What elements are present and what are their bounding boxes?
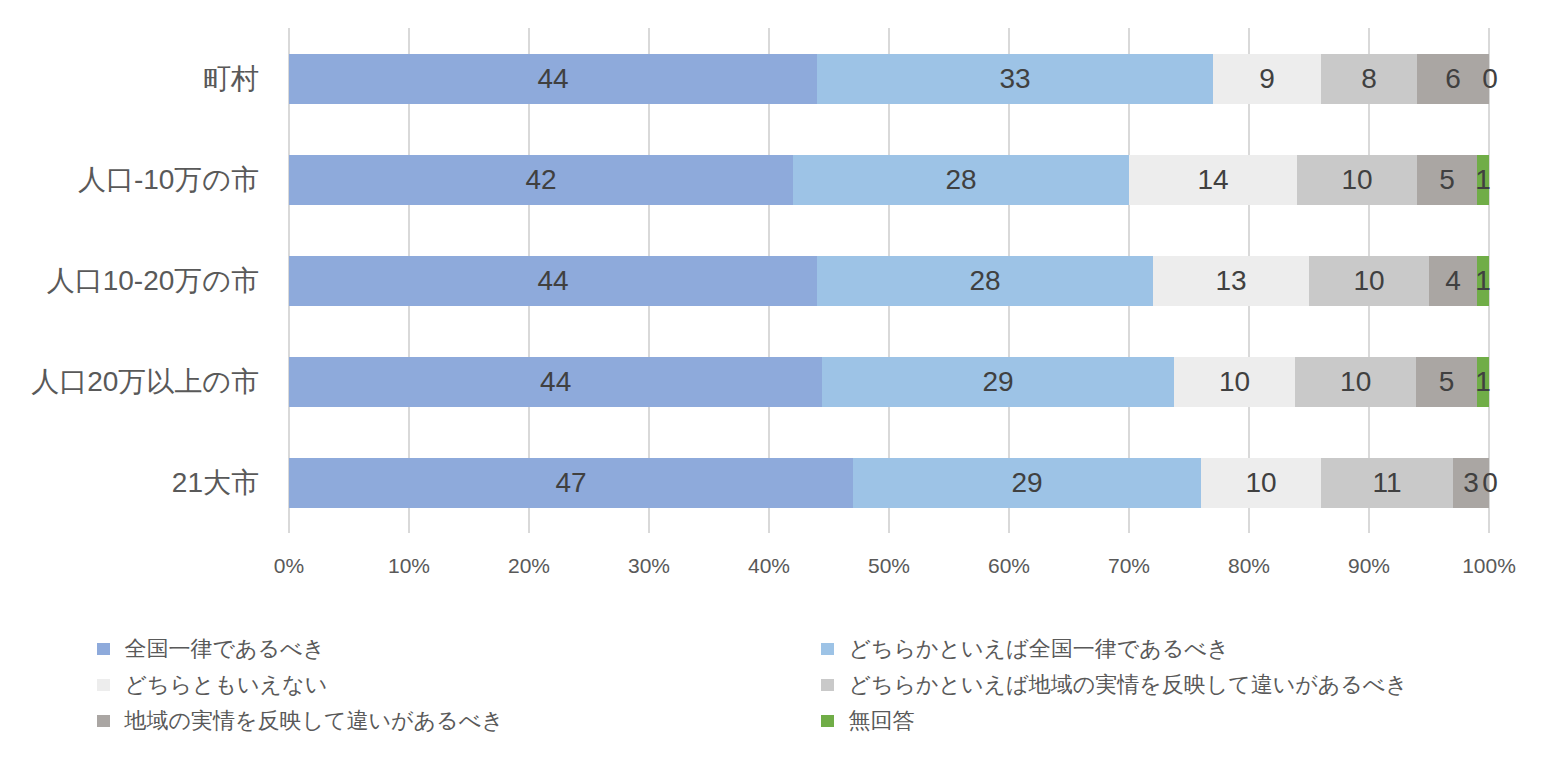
bar-row: 4729101130 xyxy=(289,458,1489,508)
legend-label: 地域の実情を反映して違いがあるべき xyxy=(125,706,504,736)
x-tick-label: 30% xyxy=(628,554,670,578)
value-label: 42 xyxy=(525,164,556,196)
value-label: 47 xyxy=(555,467,586,499)
value-label: 44 xyxy=(540,366,571,398)
value-label: 0 xyxy=(1482,63,1498,95)
value-label: 10 xyxy=(1341,164,1372,196)
x-tick-label: 70% xyxy=(1108,554,1150,578)
legend-swatch xyxy=(821,679,834,692)
x-tick-label: 10% xyxy=(388,554,430,578)
plot-area: 4433986042281410514428131041442910105147… xyxy=(289,28,1489,533)
legend-swatch xyxy=(821,643,834,656)
value-label: 10 xyxy=(1353,265,1384,297)
x-tick-label: 80% xyxy=(1228,554,1270,578)
value-label: 8 xyxy=(1361,63,1377,95)
legend-item: どちらかといえば全国一律であるべき xyxy=(821,631,1229,667)
legend-item: どちらかといえば地域の実情を反映して違いがあるべき xyxy=(821,667,1408,703)
value-label: 9 xyxy=(1259,63,1275,95)
value-label: 5 xyxy=(1439,366,1455,398)
value-label: 10 xyxy=(1340,366,1371,398)
x-tick-label: 20% xyxy=(508,554,550,578)
value-label: 10 xyxy=(1245,467,1276,499)
legend-swatch xyxy=(97,679,110,692)
x-tick-label: 0% xyxy=(274,554,304,578)
value-label: 10 xyxy=(1219,366,1250,398)
value-label: 13 xyxy=(1215,265,1246,297)
legend-label: どちらかといえば地域の実情を反映して違いがあるべき xyxy=(849,670,1408,700)
bar-row: 42 28 14 10 51 xyxy=(289,155,1489,205)
value-label: 4 xyxy=(1445,265,1461,297)
category-label: 人口20万以上の市 xyxy=(0,363,259,401)
x-tick-label: 50% xyxy=(868,554,910,578)
legend-item: 地域の実情を反映して違いがあるべき xyxy=(97,703,504,739)
stacked-bar-chart: 4433986042281410514428131041442910105147… xyxy=(0,0,1545,780)
value-label: 0 xyxy=(1482,467,1498,499)
value-label: 29 xyxy=(983,366,1014,398)
x-tick-label: 90% xyxy=(1348,554,1390,578)
legend-label: 全国一律であるべき xyxy=(125,634,326,664)
legend-label: 無回答 xyxy=(849,706,915,736)
legend-item: どちらともいえない xyxy=(97,667,327,703)
value-label: 1 xyxy=(1475,366,1491,398)
bar-row: 44339860 xyxy=(289,54,1489,104)
category-label: 人口-10万の市 xyxy=(0,161,259,199)
legend-label: どちらともいえない xyxy=(125,670,328,700)
value-label: 28 xyxy=(945,164,976,196)
legend-swatch xyxy=(97,643,110,656)
legend-label: どちらかといえば全国一律であるべき xyxy=(849,634,1230,664)
value-label: 28 xyxy=(969,265,1000,297)
legend-item: 無回答 xyxy=(821,703,915,739)
category-label: 21大市 xyxy=(0,464,259,502)
bar-row: 44 28 13 10 41 xyxy=(289,256,1489,306)
value-label: 3 xyxy=(1463,467,1479,499)
value-label: 44 xyxy=(537,63,568,95)
value-label: 29 xyxy=(1011,467,1042,499)
legend-swatch xyxy=(821,715,834,728)
bar-row: 44 29 10 10 51 xyxy=(289,357,1489,407)
value-label: 11 xyxy=(1372,467,1401,499)
value-label: 1 xyxy=(1475,164,1491,196)
value-label: 33 xyxy=(999,63,1030,95)
value-label: 14 xyxy=(1197,164,1228,196)
x-tick-label: 100% xyxy=(1462,554,1516,578)
legend: 全国一律であるべき どちらかといえば全国一律であるべきどちらともいえない どちらかと… xyxy=(97,631,1497,739)
value-label: 5 xyxy=(1439,164,1455,196)
legend-swatch xyxy=(97,715,110,728)
x-tick-label: 40% xyxy=(748,554,790,578)
category-label: 人口10-20万の市 xyxy=(0,262,259,300)
category-label: 町村 xyxy=(0,60,259,98)
value-label: 6 xyxy=(1445,63,1461,95)
x-tick-label: 60% xyxy=(988,554,1030,578)
value-label: 1 xyxy=(1475,265,1491,297)
legend-item: 全国一律であるべき xyxy=(97,631,325,667)
value-label: 44 xyxy=(537,265,568,297)
